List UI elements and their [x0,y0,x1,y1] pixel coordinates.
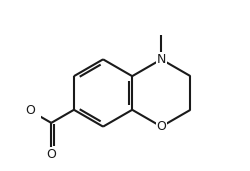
Text: O: O [46,148,56,161]
Text: O: O [156,120,166,133]
Text: O: O [25,104,35,117]
Text: N: N [156,53,165,66]
